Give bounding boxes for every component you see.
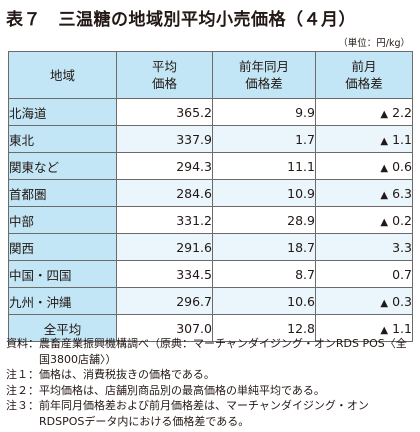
region-cell: 関東など	[8, 152, 117, 180]
header-yoy-diff-line2: 価格差	[245, 76, 283, 91]
table-row: 東北 337.9 1.7 ▲ 1.1	[8, 125, 413, 153]
note-text: 前年同月価格差および前月価格差は、マーチャンダイジング・オンRDSPOSデータ内…	[39, 399, 369, 428]
region-cell: 中部	[8, 206, 117, 234]
yoy-diff-cell: 9.9	[212, 98, 316, 126]
avg-price-cell: 337.9	[116, 125, 213, 153]
mom-diff-cell: ▲ 0.3	[315, 287, 413, 315]
note-3: 注３： 前年同月価格差および前月価格差は、マーチャンダイジング・オンRDSPOS…	[6, 398, 414, 429]
mom-diff-value: 0.3	[392, 293, 412, 309]
avg-price-cell: 334.5	[116, 260, 213, 288]
region-cell: 中国・四国	[8, 260, 117, 288]
decrease-mark: ▲	[380, 108, 389, 120]
mom-diff-cell: 0.7	[315, 260, 413, 288]
total-yoy-diff-cell: 12.8	[212, 314, 316, 342]
mom-diff-cell: ▲ 0.2	[315, 206, 413, 234]
mom-diff-cell: ▲ 1.1	[315, 125, 413, 153]
notes-section: 資料： 農畜産業振興機構調べ（原典：マーチャンダイジング・オンRDS POS〈全…	[6, 336, 414, 429]
unit-label: （単位：円/kg）	[338, 38, 410, 49]
mom-diff-value: 0.2	[392, 212, 412, 228]
avg-price-cell: 296.7	[116, 287, 213, 315]
avg-price-cell: 331.2	[116, 206, 213, 234]
decrease-mark: ▲	[380, 297, 389, 309]
decrease-mark: ▲	[380, 135, 389, 147]
mom-diff-value: 6.3	[392, 185, 412, 201]
note-label: 注２：	[6, 383, 39, 397]
avg-price-cell: 284.6	[116, 179, 213, 207]
mom-diff-value: 0.7	[392, 266, 412, 282]
header-region: 地域	[8, 51, 117, 99]
table-row: 関西 291.6 18.7 3.3	[8, 233, 413, 261]
header-row: 地域 平均 価格 前年同月 価格差 前月 価格差	[8, 51, 413, 99]
yoy-diff-cell: 10.6	[212, 287, 316, 315]
region-cell: 東北	[8, 125, 117, 153]
mom-diff-cell: ▲ 6.3	[315, 179, 413, 207]
decrease-mark: ▲	[380, 216, 389, 228]
avg-price-cell: 365.2	[116, 98, 213, 126]
yoy-diff-cell: 28.9	[212, 206, 316, 234]
region-cell: 関西	[8, 233, 117, 261]
region-cell: 九州・沖縄	[8, 287, 117, 315]
note-label: 注１：	[6, 368, 39, 381]
note-1: 注１： 価格は、消費税抜きの価格である。	[6, 367, 414, 383]
note-text: 農畜産業振興機構調べ（原典：マーチャンダイジング・オンRDS POS〈全国380…	[39, 337, 407, 366]
yoy-diff-cell: 8.7	[212, 260, 316, 288]
note-text: 平均価格は、店舗別商品別の最高価格の単純平均である。	[39, 383, 325, 397]
price-table: 地域 平均 価格 前年同月 価格差 前月 価格差 北海道 365.2 9.9 ▲…	[8, 51, 413, 342]
mom-diff-value: 0.6	[392, 158, 412, 174]
header-mom-diff-line1: 前月	[351, 59, 377, 74]
header-avg-price: 平均 価格	[116, 51, 213, 99]
table-row: 中部 331.2 28.9 ▲ 0.2	[8, 206, 413, 234]
total-region-cell: 全平均	[8, 314, 117, 342]
yoy-diff-cell: 1.7	[212, 125, 316, 153]
mom-diff-cell: ▲ 0.6	[315, 152, 413, 180]
yoy-diff-cell: 10.9	[212, 179, 316, 207]
table-row: 中国・四国 334.5 8.7 0.7	[8, 260, 413, 288]
total-row: 全平均 307.0 12.8 ▲ 1.1	[8, 314, 413, 342]
table-title: 表７ 三温糖の地域別平均小売価格（４月）	[6, 10, 356, 30]
note-text: 価格は、消費税抜きの価格である。	[39, 368, 215, 381]
decrease-mark: ▲	[380, 324, 389, 336]
mom-diff-cell: 3.3	[315, 233, 413, 261]
table-row: 北海道 365.2 9.9 ▲ 2.2	[8, 98, 413, 126]
total-mom-diff-value: 1.1	[392, 320, 412, 336]
header-mom-diff-line2: 価格差	[345, 76, 383, 91]
header-yoy-diff-line1: 前年同月	[238, 59, 289, 74]
region-cell: 首都圏	[8, 179, 117, 207]
mom-diff-cell: ▲ 2.2	[315, 98, 413, 126]
avg-price-cell: 291.6	[116, 233, 213, 261]
header-yoy-diff: 前年同月 価格差	[212, 51, 316, 99]
table-row: 関東など 294.3 11.1 ▲ 0.6	[8, 152, 413, 180]
yoy-diff-cell: 18.7	[212, 233, 316, 261]
table-row: 九州・沖縄 296.7 10.6 ▲ 0.3	[8, 287, 413, 315]
mom-diff-value: 1.1	[392, 131, 412, 147]
header-mom-diff: 前月 価格差	[315, 51, 413, 99]
note-label: 注３：	[6, 399, 39, 412]
total-avg-price-cell: 307.0	[116, 314, 213, 342]
header-avg-price-line2: 価格	[151, 76, 177, 91]
mom-diff-value: 2.2	[392, 104, 412, 120]
note-label: 資料：	[6, 337, 39, 350]
source-note: 資料： 農畜産業振興機構調べ（原典：マーチャンダイジング・オンRDS POS〈全…	[6, 336, 414, 367]
table-row: 首都圏 284.6 10.9 ▲ 6.3	[8, 179, 413, 207]
mom-diff-value: 3.3	[392, 239, 412, 255]
header-avg-price-line1: 平均	[151, 59, 177, 74]
note-2: 注２： 平均価格は、店舗別商品別の最高価格の単純平均である。	[6, 383, 414, 399]
region-cell: 北海道	[8, 98, 117, 126]
yoy-diff-cell: 11.1	[212, 152, 316, 180]
decrease-mark: ▲	[380, 189, 389, 201]
decrease-mark: ▲	[380, 162, 389, 174]
avg-price-cell: 294.3	[116, 152, 213, 180]
total-mom-diff-cell: ▲ 1.1	[315, 314, 413, 342]
